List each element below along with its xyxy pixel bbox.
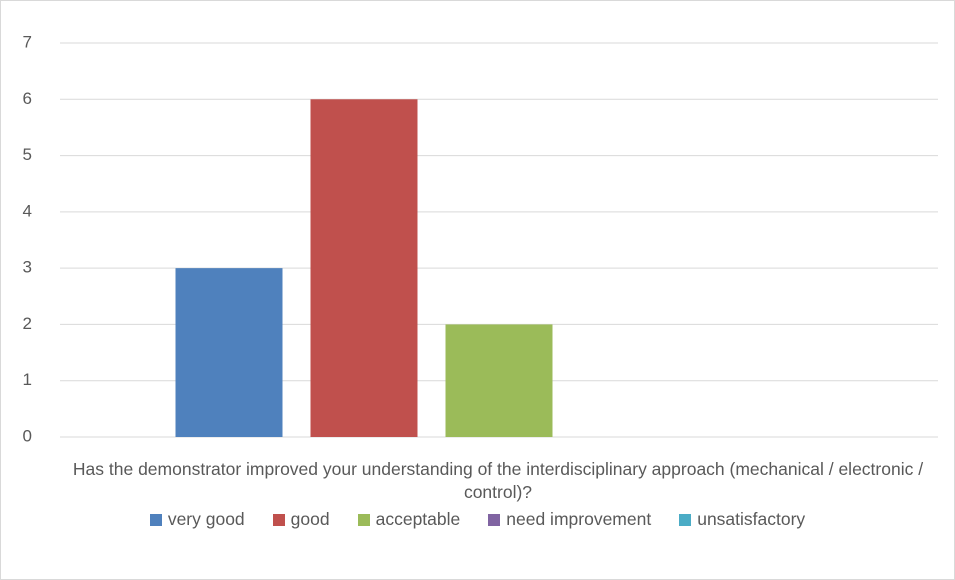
y-tick-label: 0	[23, 426, 32, 445]
legend-label: acceptable	[375, 509, 461, 529]
x-category-label: Has the demonstrator improved your under…	[72, 459, 924, 502]
y-tick-label: 3	[23, 258, 32, 277]
legend-swatch	[272, 513, 285, 526]
legend: very good good acceptable need improvement u…	[0, 509, 955, 530]
legend-item: acceptable	[357, 509, 461, 530]
legend-item: need improvement	[488, 509, 651, 530]
bar	[445, 324, 553, 437]
legend-label: very good	[167, 509, 245, 529]
legend-label: good	[290, 509, 330, 529]
y-tick-label: 1	[23, 370, 32, 389]
y-tick-label: 7	[23, 32, 32, 51]
bar	[175, 268, 283, 437]
legend-swatch	[149, 513, 162, 526]
legend-label: unsatisfactory	[697, 509, 806, 529]
y-tick-label: 2	[23, 314, 32, 333]
y-tick-label: 5	[23, 145, 32, 164]
y-tick-label: 4	[23, 201, 32, 220]
bar	[310, 99, 418, 438]
legend-swatch	[488, 513, 501, 526]
legend-label: need improvement	[506, 509, 652, 529]
legend-item: good	[272, 509, 330, 530]
legend-item: very good	[149, 509, 245, 530]
y-tick-label: 6	[23, 89, 32, 108]
legend-swatch	[357, 513, 370, 526]
legend-item: unsatisfactory	[679, 509, 805, 530]
legend-swatch	[679, 513, 692, 526]
